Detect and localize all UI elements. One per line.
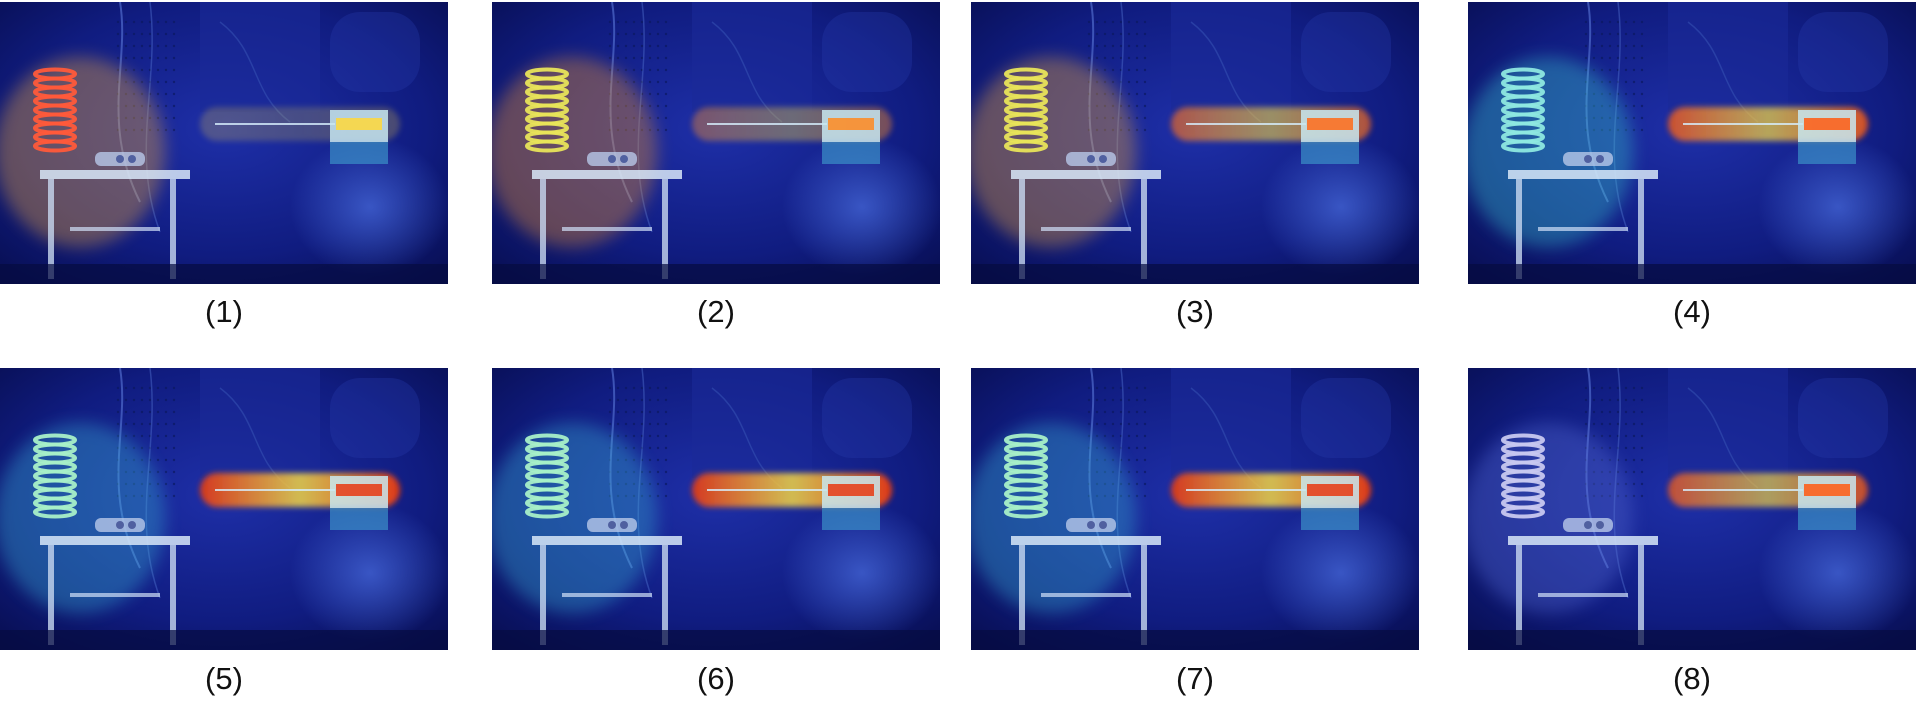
caption-3: (3) [1176, 294, 1214, 329]
heatmap-panel-5 [0, 368, 448, 650]
heatmap-panel-4 [1468, 2, 1916, 284]
heatmap-panel-3 [971, 2, 1419, 284]
caption-7: (7) [1176, 661, 1214, 696]
heatmap-panel-6 [492, 368, 940, 650]
heatmap-panel-8 [1468, 368, 1916, 650]
heatmap-panel-7 [971, 368, 1419, 650]
caption-1: (1) [205, 294, 243, 329]
heatmap-panel-2 [492, 2, 940, 284]
caption-4: (4) [1673, 294, 1711, 329]
caption-6: (6) [697, 661, 735, 696]
heatmap-panel-1 [0, 2, 448, 284]
caption-8: (8) [1673, 661, 1711, 696]
caption-5: (5) [205, 661, 243, 696]
caption-2: (2) [697, 294, 735, 329]
